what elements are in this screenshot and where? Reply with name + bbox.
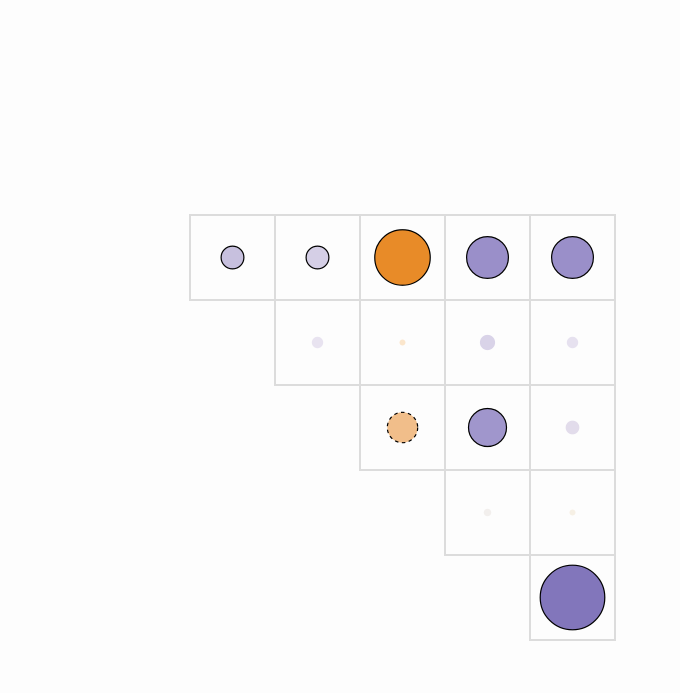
corr-circle [469,409,507,447]
corr-circle [467,237,509,279]
corr-circle [312,337,323,348]
corr-circle [567,337,578,348]
corr-circle [400,340,406,346]
corr-circle [484,509,492,517]
corr-circle [306,246,329,269]
corr-circle [480,335,495,350]
corr-circle [221,246,244,269]
corr-circle [569,509,575,515]
corr-circle [552,237,594,279]
corr-circle [540,565,605,630]
correlation-matrix-chart [0,0,680,693]
corr-circle [566,421,580,435]
corr-circle [387,412,417,442]
corr-circle [375,230,430,285]
